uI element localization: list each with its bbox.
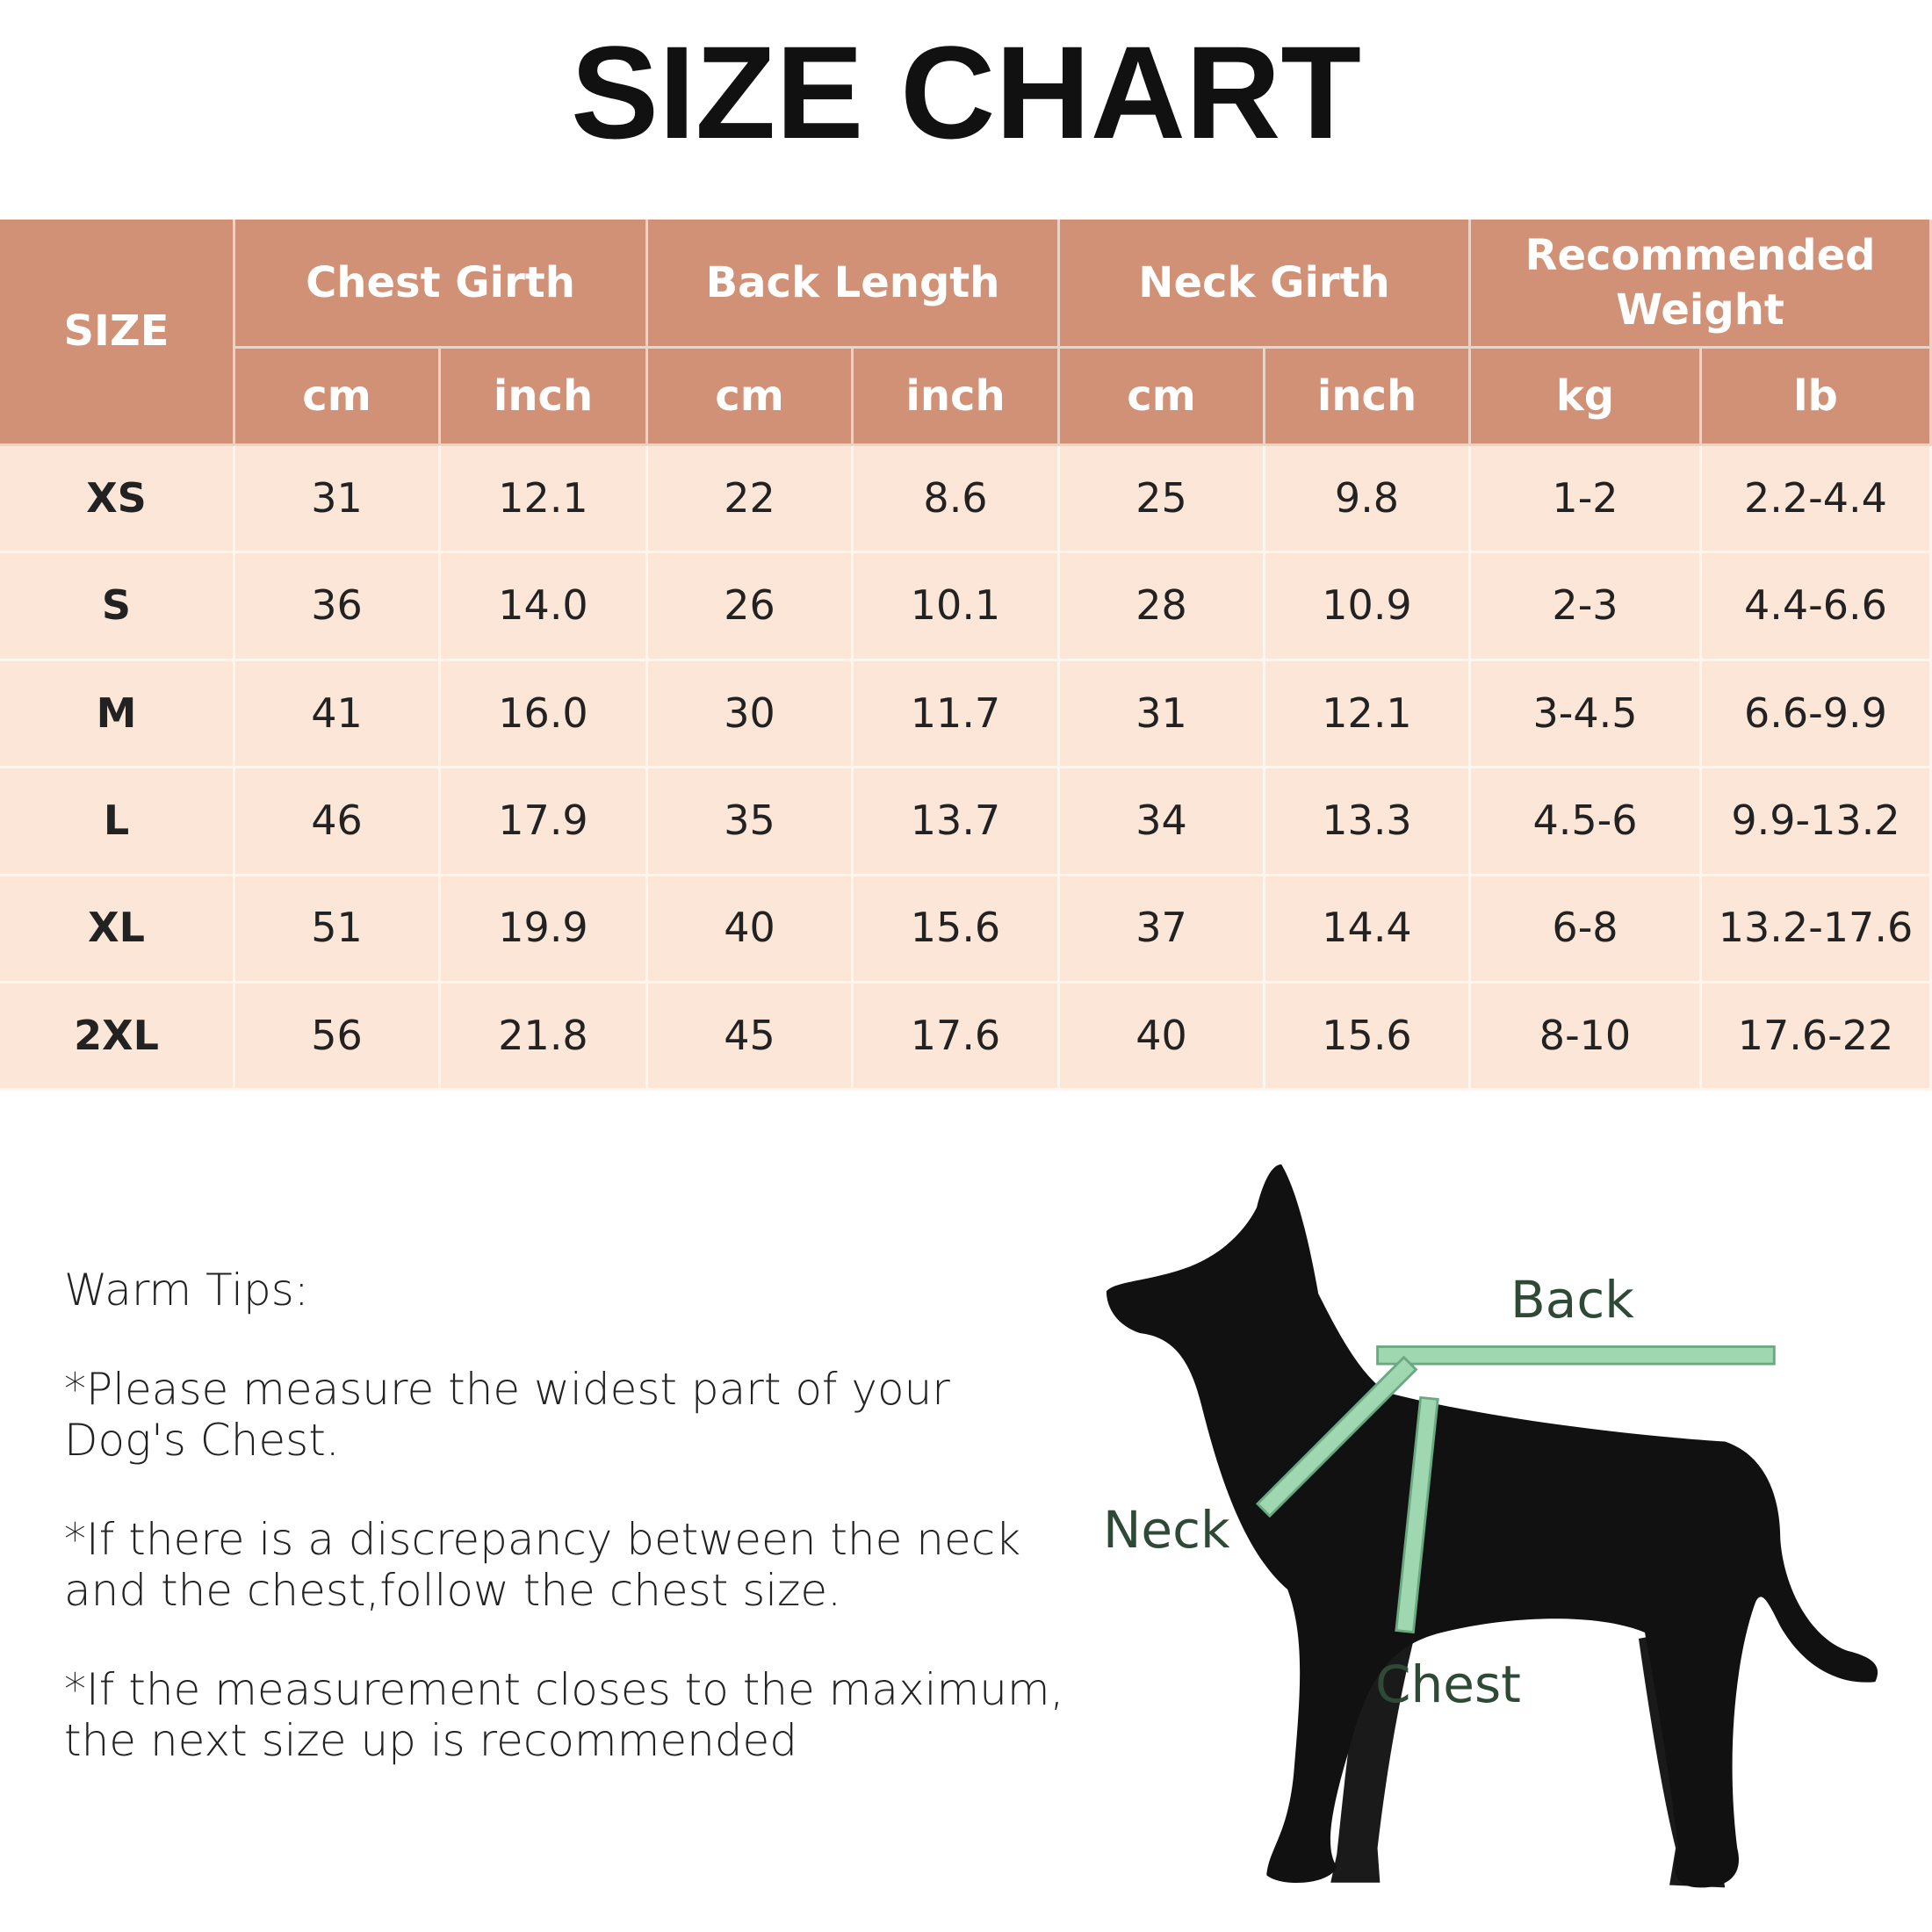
dog-silhouette — [1106, 1164, 1878, 1888]
value-cell: 6.6-9.9 — [1702, 660, 1932, 769]
value-cell: 28 — [1060, 553, 1265, 661]
value-cell: 12.1 — [441, 446, 648, 554]
value-cell: 17.6-22 — [1702, 984, 1932, 1092]
group-header: Recommended Weight — [1471, 220, 1932, 349]
size-cell: M — [0, 660, 235, 769]
value-cell: 11.7 — [854, 660, 1060, 769]
value-cell: 13.2-17.6 — [1702, 876, 1932, 984]
unit-header: inch — [854, 349, 1060, 446]
size-cell: XS — [0, 446, 235, 554]
value-cell: 16.0 — [441, 660, 648, 769]
group-header-line: Chest Girth — [306, 257, 575, 307]
value-cell: 26 — [648, 553, 854, 661]
value-cell: 37 — [1060, 876, 1265, 984]
warm-tips: Warm Tips: *Please measure the widest pa… — [64, 1265, 1064, 1766]
size-header: SIZE — [0, 220, 235, 446]
value-cell: 9.8 — [1265, 446, 1471, 554]
tip-line: Dog's Chest. — [64, 1415, 340, 1466]
tip-line: *If there is a discrepancy between the n… — [64, 1514, 1021, 1565]
value-cell: 10.9 — [1265, 553, 1471, 661]
unit-header: cm — [1060, 349, 1265, 446]
neck-label: Neck — [1103, 1500, 1230, 1560]
chest-label: Chest — [1375, 1654, 1521, 1714]
value-cell: 19.9 — [441, 876, 648, 984]
size-cell: L — [0, 768, 235, 876]
tip: *If there is a discrepancy between the n… — [64, 1514, 1064, 1616]
value-cell: 41 — [235, 660, 441, 769]
back-ruler — [1376, 1345, 1776, 1366]
value-cell: 3-4.5 — [1471, 660, 1702, 769]
value-cell: 14.0 — [441, 553, 648, 661]
value-cell: 13.3 — [1265, 768, 1471, 876]
value-cell: 25 — [1060, 446, 1265, 554]
tip: *Please measure the widest part of your D… — [64, 1364, 1064, 1466]
size-cell: S — [0, 553, 235, 661]
value-cell: 56 — [235, 984, 441, 1092]
group-header-line: Neck Girth — [1138, 257, 1390, 307]
unit-header: inch — [1265, 349, 1471, 446]
value-cell: 4.4-6.6 — [1702, 553, 1932, 661]
group-header-line: Recommended — [1525, 230, 1876, 280]
tip-line: and the chest,follow the chest size. — [64, 1565, 842, 1616]
tip-line: *Please measure the widest part of your — [64, 1364, 950, 1415]
unit-header: inch — [441, 349, 648, 446]
value-cell: 1-2 — [1471, 446, 1702, 554]
value-cell: 51 — [235, 876, 441, 984]
value-cell: 45 — [648, 984, 854, 1092]
value-cell: 17.6 — [854, 984, 1060, 1092]
value-cell: 40 — [1060, 984, 1265, 1092]
value-cell: 34 — [1060, 768, 1265, 876]
group-header: Neck Girth — [1060, 220, 1471, 349]
tip-line: the next size up is recommended — [64, 1715, 798, 1766]
value-cell: 17.9 — [441, 768, 648, 876]
size-cell: 2XL — [0, 984, 235, 1092]
chest-ruler — [1395, 1395, 1439, 1634]
value-cell: 2-3 — [1471, 553, 1702, 661]
value-cell: 8.6 — [854, 446, 1060, 554]
unit-header: lb — [1702, 349, 1932, 446]
back-label: Back — [1510, 1270, 1634, 1330]
group-header-line: Back Length — [705, 257, 1000, 307]
value-cell: 12.1 — [1265, 660, 1471, 769]
value-cell: 15.6 — [1265, 984, 1471, 1092]
value-cell: 31 — [1060, 660, 1265, 769]
tips-heading: Warm Tips: — [64, 1265, 309, 1316]
value-cell: 46 — [235, 768, 441, 876]
value-cell: 36 — [235, 553, 441, 661]
group-header: Chest Girth — [235, 220, 648, 349]
value-cell: 6-8 — [1471, 876, 1702, 984]
value-cell: 21.8 — [441, 984, 648, 1092]
value-cell: 31 — [235, 446, 441, 554]
value-cell: 35 — [648, 768, 854, 876]
value-cell: 40 — [648, 876, 854, 984]
unit-header: cm — [235, 349, 441, 446]
tip-line: *If the measurement closes to the maximu… — [64, 1664, 1064, 1715]
tip: *If the measurement closes to the maximu… — [64, 1664, 1064, 1766]
value-cell: 2.2-4.4 — [1702, 446, 1932, 554]
value-cell: 8-10 — [1471, 984, 1702, 1092]
value-cell: 9.9-13.2 — [1702, 768, 1932, 876]
value-cell: 4.5-6 — [1471, 768, 1702, 876]
value-cell: 15.6 — [854, 876, 1060, 984]
value-cell: 13.7 — [854, 768, 1060, 876]
group-header: Back Length — [648, 220, 1060, 349]
neck-ruler — [1255, 1355, 1418, 1518]
group-header-line: Weight — [1616, 285, 1784, 335]
unit-header: cm — [648, 349, 854, 446]
unit-header: kg — [1471, 349, 1702, 446]
value-cell: 22 — [648, 446, 854, 554]
value-cell: 10.1 — [854, 553, 1060, 661]
value-cell: 14.4 — [1265, 876, 1471, 984]
value-cell: 30 — [648, 660, 854, 769]
size-cell: XL — [0, 876, 235, 984]
title: SIZE CHART — [571, 18, 1361, 166]
